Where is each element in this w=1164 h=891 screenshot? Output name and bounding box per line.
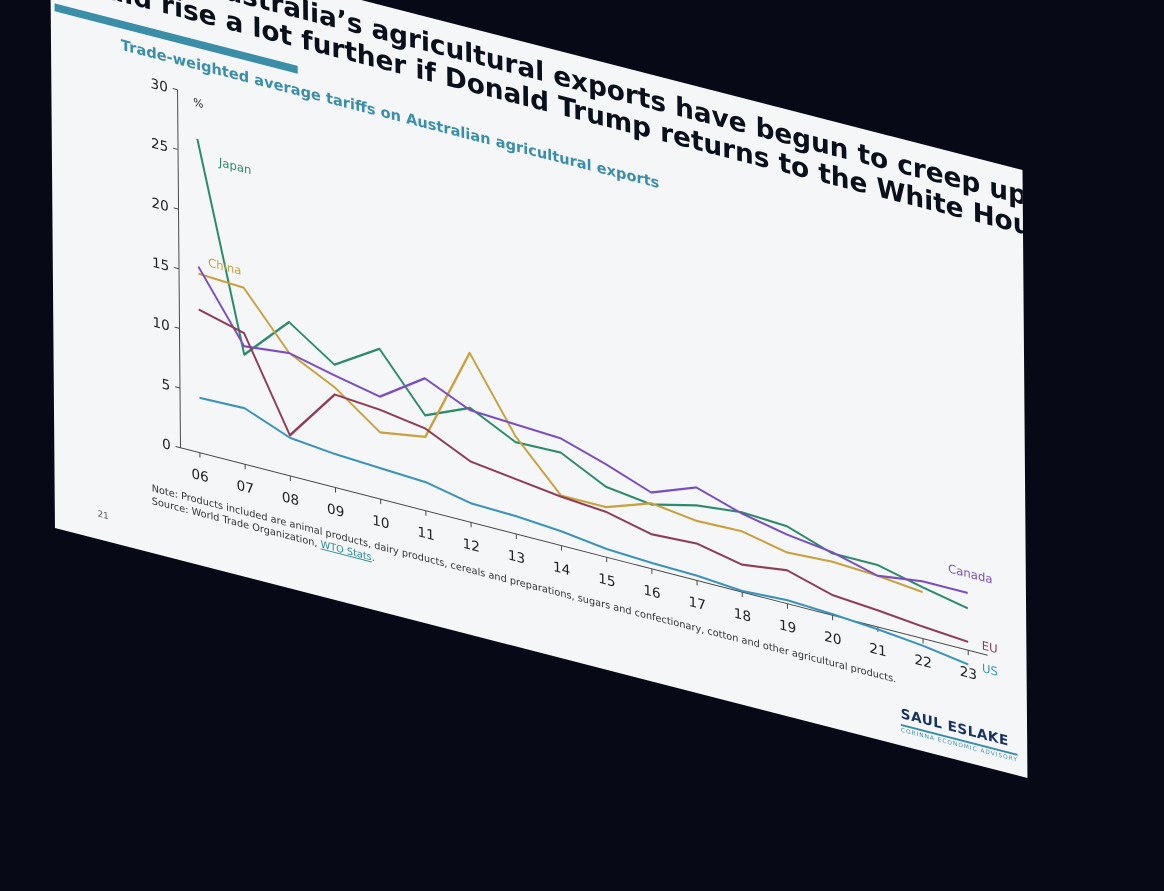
series-line-canada	[197, 266, 968, 595]
x-tick-label: 14	[553, 559, 571, 579]
series-line-china	[198, 272, 923, 594]
y-tick	[175, 445, 181, 449]
x-axis	[180, 447, 988, 656]
y-tick	[172, 88, 178, 91]
x-tick-label: 06	[191, 466, 208, 486]
y-axis-unit: %	[193, 96, 203, 111]
y-tick-label: 10	[152, 314, 169, 334]
x-tick-label: 19	[779, 617, 796, 637]
x-tick-label: 07	[237, 478, 254, 498]
x-tick-label: 08	[282, 489, 299, 509]
x-tick-label: 11	[417, 524, 434, 544]
x-tick-label: 10	[372, 513, 389, 533]
x-tick-label: 16	[643, 582, 660, 602]
series-label-us: US	[982, 661, 998, 679]
y-tick	[174, 326, 180, 329]
x-tick-label: 12	[463, 536, 480, 556]
y-tick-label: 25	[151, 136, 168, 156]
x-tick-label: 22	[914, 652, 931, 672]
y-tick-label: 30	[150, 76, 167, 96]
series-label-china: China	[208, 256, 241, 278]
y-tick	[173, 207, 179, 210]
series-label-japan: Japan	[218, 155, 252, 177]
series-label-canada: Canada	[948, 561, 992, 586]
series-label-eu: EU	[982, 638, 998, 656]
y-tick	[174, 267, 180, 270]
source-suffix: .	[371, 552, 375, 565]
y-tick-label: 5	[162, 376, 171, 394]
x-tick-label: 18	[734, 605, 751, 625]
x-tick-label: 20	[824, 629, 841, 649]
x-tick-label: 09	[327, 501, 344, 521]
x-tick-label: 15	[598, 571, 615, 591]
y-tick	[173, 147, 179, 150]
line-chart: 0 5 10 15 20 25 30% 06 07 08 09 10 11 12 13 14 15 16 17 18 1…	[150, 76, 998, 684]
y-tick-label: 15	[152, 255, 169, 275]
y-tick-label: 0	[162, 436, 171, 454]
x-tick-label: 13	[508, 547, 525, 567]
series-line-us	[199, 396, 969, 666]
series-line-eu	[198, 308, 969, 643]
x-tick-label: 21	[869, 640, 886, 660]
x-tick-label: 17	[689, 594, 706, 614]
y-tick	[175, 386, 180, 389]
x-tick-label: 23	[960, 664, 977, 684]
y-tick-label: 20	[151, 195, 168, 215]
slide: ariffs on Australia’s agricultural expor…	[50, 0, 1028, 778]
